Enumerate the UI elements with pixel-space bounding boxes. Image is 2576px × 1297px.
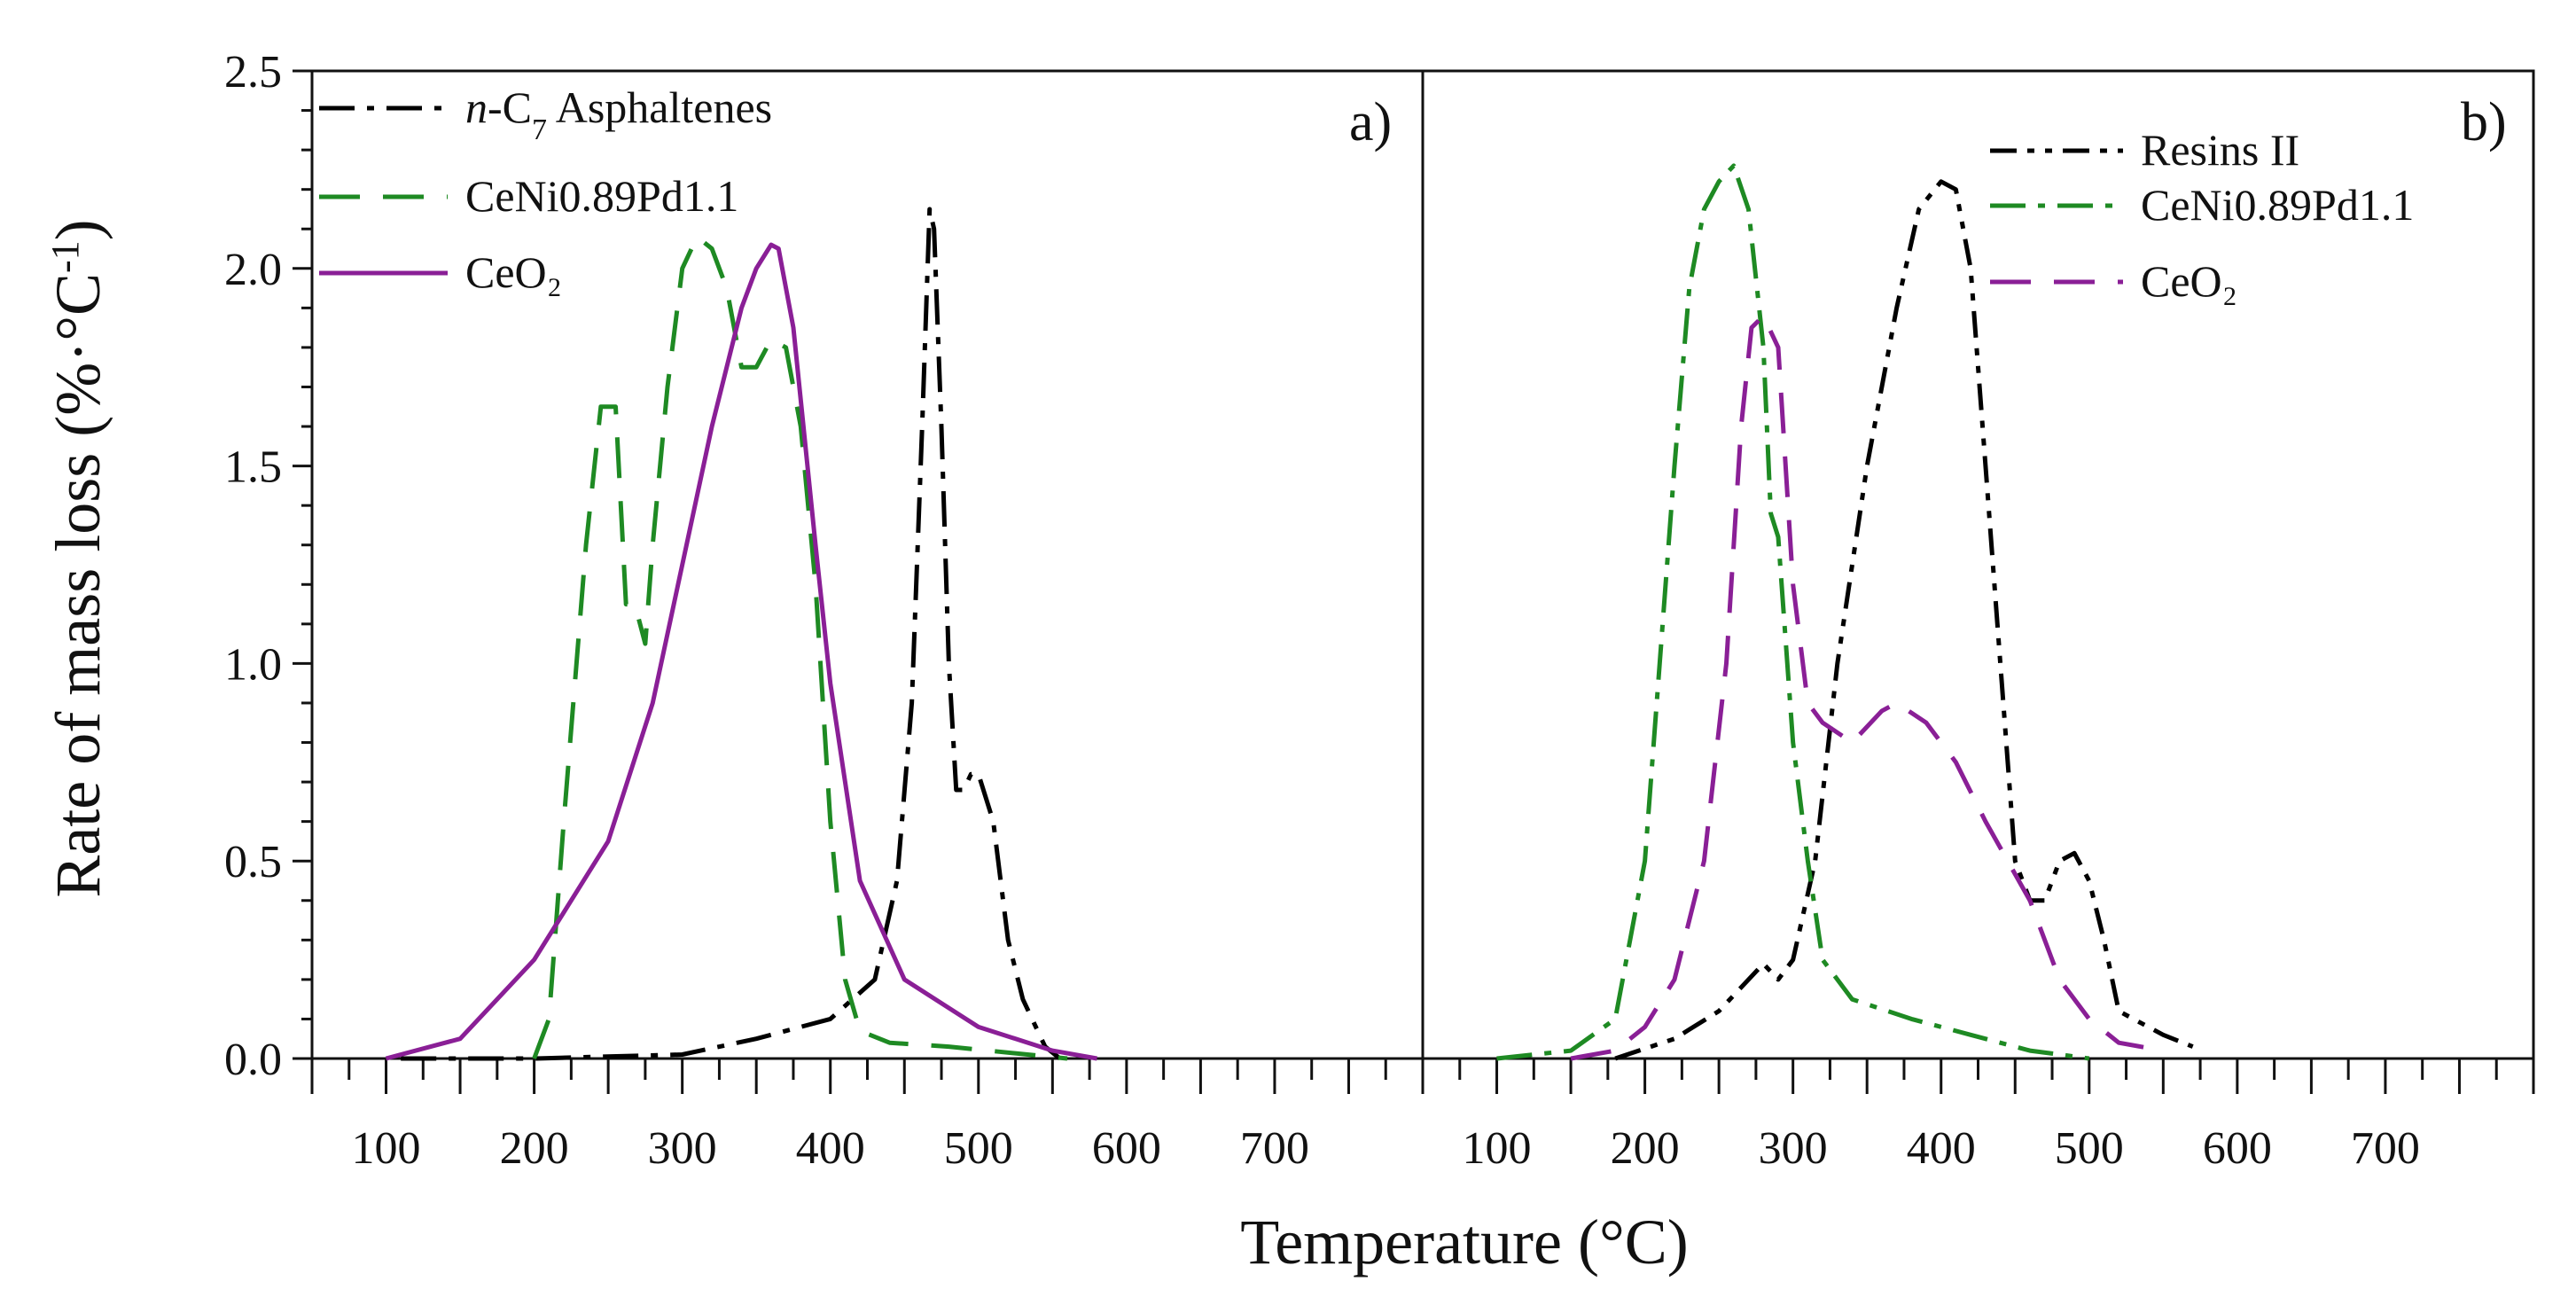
y-tick-label-2.0: 2.0	[224, 245, 282, 295]
panel-b-x-tick-label-500: 500	[2055, 1123, 2124, 1174]
panel-a-series-ceo2	[385, 242, 1097, 1061]
legend-a-cenipd-label: CeNi0.89Pd1.1	[465, 171, 738, 221]
legend-a-ceo2-label: CeO₂	[465, 247, 562, 297]
panel-b-series-ceni0-89pd1-1	[1496, 163, 2090, 1061]
y-axis-title: Rate of mass loss (%·°C-1)	[43, 219, 113, 897]
panel-a-x-tick-label-600: 600	[1092, 1123, 1161, 1174]
panel-b-x-tick-label-600: 600	[2203, 1123, 2272, 1174]
panel-a-x-tick-label-100: 100	[352, 1123, 421, 1174]
panel-b-plot: 100 200 300 400 500 600 700	[1421, 69, 2535, 1174]
panel-a-x-tick-label-200: 200	[500, 1123, 569, 1174]
legend-b-cenipd-label: CeNi0.89Pd1.1	[2141, 180, 2414, 230]
y-tick-label-0.0: 0.0	[224, 1035, 282, 1085]
panel-b-x-tick-label-300: 300	[1759, 1123, 1828, 1174]
y-tick-label-1.0: 1.0	[224, 639, 282, 690]
panel-a-tag: a)	[1349, 92, 1392, 152]
y-tick-label-2.5: 2.5	[224, 47, 282, 98]
panel-a-series-ceni0-89pd1-1	[532, 234, 1068, 1061]
panel-b-tag: b)	[2461, 92, 2507, 152]
panel-b-series-resins-ii	[1614, 179, 2194, 1061]
legend-b-ceo2-label: CeO₂	[2141, 256, 2237, 306]
panel-a-x-tick-label-700: 700	[1240, 1123, 1309, 1174]
panel-a-x-tick-label-400: 400	[796, 1123, 865, 1174]
y-tick-label-1.5: 1.5	[224, 442, 282, 493]
panel-b-series-ceo2	[1570, 313, 2164, 1061]
legend-a-asphaltenes-label: n-C7 Asphaltenes	[465, 82, 772, 146]
panel-b-x-tick-label-400: 400	[1907, 1123, 1976, 1174]
panel-b-x-tick-label-700: 700	[2351, 1123, 2420, 1174]
x-axis-title: Temperature (°C)	[1240, 1207, 1689, 1277]
panel-a-plot: 100 200 300 400 500 600 700 0.0 0.5 1.0 1.5 2.0 2.5	[224, 47, 1425, 1174]
panel-b-x-tick-label-100: 100	[1463, 1123, 1532, 1174]
panel-a-x-tick-label-300: 300	[648, 1123, 717, 1174]
panel-b-x-tick-label-200: 200	[1611, 1123, 1680, 1174]
y-tick-label-0.5: 0.5	[224, 837, 282, 887]
panel-a-x-tick-label-500: 500	[944, 1123, 1013, 1174]
panel-a-legend: n-C7 Asphaltenes CeNi0.89Pd1.1 CeO₂	[319, 82, 772, 297]
legend-b-resins-label: Resins II	[2141, 125, 2299, 175]
panel-b-legend: Resins II CeNi0.89Pd1.1 CeO₂	[1990, 125, 2414, 306]
